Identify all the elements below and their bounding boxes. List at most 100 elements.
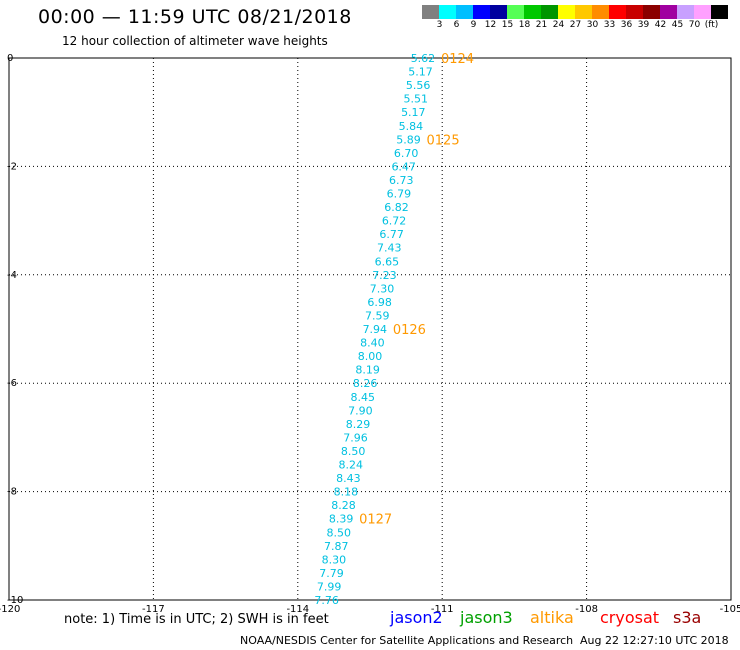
footer-timestamp: Aug 22 12:27:10 UTC 2018 — [580, 634, 729, 647]
legend-jason3: jason3 — [460, 608, 513, 627]
color-swatch — [592, 5, 609, 19]
color-swatch — [541, 5, 558, 19]
legend-cryosat: cryosat — [600, 608, 660, 627]
legend-altika: altika — [530, 608, 574, 627]
color-swatch — [558, 5, 575, 19]
swh-data-label: 8.43 — [336, 472, 361, 485]
legend-s3a: s3a — [673, 608, 702, 627]
color-swatch — [609, 5, 626, 19]
color-scale-label: 6 — [453, 20, 460, 30]
color-swatch — [711, 5, 728, 19]
color-scale-label: 70 — [688, 20, 701, 30]
color-scale-label: 15 — [501, 20, 514, 30]
swh-data-label: 8.50 — [341, 445, 366, 458]
chart-subtitle: 12 hour collection of altimeter wave hei… — [62, 34, 328, 48]
color-scale-label: 18 — [518, 20, 531, 30]
footer-credit: NOAA/NESDIS Center for Satellite Applica… — [240, 634, 574, 647]
color-swatch — [490, 5, 507, 19]
swh-data-label: 7.43 — [377, 242, 402, 255]
color-swatch — [422, 5, 439, 19]
note-text: note: 1) Time is in UTC; 2) SWH is in fe… — [64, 612, 329, 627]
color-swatch — [677, 5, 694, 19]
legend-jason2: jason2 — [390, 608, 443, 627]
color-scale-label: 3 — [436, 20, 443, 30]
swh-data-label: 7.96 — [343, 431, 368, 444]
time-annotation: 0127 — [359, 513, 392, 528]
y-tick-label: -4 — [7, 270, 17, 281]
swh-data-label: 7.76 — [314, 594, 339, 607]
color-scale-label: 39 — [637, 20, 650, 30]
swh-data-label: 7.87 — [324, 540, 349, 553]
swh-data-label: 8.29 — [346, 418, 371, 431]
color-swatch — [626, 5, 643, 19]
swh-data-label: 6.98 — [367, 296, 392, 309]
time-annotation: 0125 — [427, 133, 460, 148]
color-swatch — [643, 5, 660, 19]
color-swatch — [575, 5, 592, 19]
color-scale-label: 27 — [569, 20, 582, 30]
plot-frame — [8, 57, 732, 601]
swh-data-label: 5.17 — [401, 106, 426, 119]
color-scale-label: 42 — [654, 20, 667, 30]
swh-data-label: 5.56 — [406, 79, 431, 92]
swh-data-label: 8.24 — [338, 459, 363, 472]
color-scale-label: (ft) — [704, 20, 719, 30]
swh-data-label: 6.70 — [394, 147, 419, 160]
color-scale-label: 21 — [535, 20, 548, 30]
swh-data-label: 8.45 — [351, 391, 376, 404]
color-scale-label: 30 — [586, 20, 599, 30]
swh-data-label: 7.23 — [372, 269, 397, 282]
chart-title: 00:00 — 11:59 UTC 08/21/2018 — [38, 6, 352, 28]
swh-data-label: 8.39 — [329, 513, 354, 526]
swh-data-label: 5.62 — [411, 52, 436, 65]
color-scale-labels: 3 6 9 12 15 18 21 24 27 30 33 36 39 42 45 70 (ft) — [422, 19, 728, 33]
color-scale-swatches — [422, 5, 728, 19]
y-tick-label: 0 — [7, 53, 13, 64]
swh-data-label: 6.73 — [389, 174, 414, 187]
swh-data-label: 8.00 — [358, 350, 383, 363]
color-scale-label: 33 — [603, 20, 616, 30]
swh-data-label: 6.82 — [384, 201, 409, 214]
swh-data-label: 8.18 — [334, 486, 359, 499]
swh-data-label: 8.28 — [331, 499, 356, 512]
color-scale-label: 45 — [671, 20, 684, 30]
swh-data-label: 6.72 — [382, 215, 407, 228]
color-swatch — [524, 5, 541, 19]
swh-data-label: 6.65 — [375, 255, 400, 268]
swh-data-label: 8.30 — [322, 553, 347, 566]
color-swatch — [456, 5, 473, 19]
swh-data-label: 6.77 — [379, 228, 404, 241]
swh-data-label: 7.59 — [365, 309, 390, 322]
color-swatch — [660, 5, 677, 19]
color-scale-label: 36 — [620, 20, 633, 30]
swh-data-label: 5.84 — [399, 120, 424, 133]
y-tick-label: -8 — [7, 487, 17, 498]
y-tick-label: -10 — [7, 595, 23, 606]
color-swatch — [439, 5, 456, 19]
x-tick-label: -108 — [575, 604, 598, 615]
color-scale-label: 24 — [552, 20, 565, 30]
color-scale-label: 9 — [470, 20, 477, 30]
swh-data-label: 8.19 — [355, 364, 380, 377]
color-swatch — [473, 5, 490, 19]
y-tick-label: -2 — [7, 161, 17, 172]
x-tick-label: -120 — [0, 604, 20, 615]
swh-data-label: 8.26 — [353, 377, 378, 390]
swh-data-label: 6.79 — [387, 188, 412, 201]
swh-data-label: 5.89 — [396, 133, 421, 146]
time-annotation: 0126 — [393, 323, 426, 338]
x-tick-label: -117 — [142, 604, 165, 615]
x-tick-label: -111 — [431, 604, 454, 615]
swh-data-label: 5.17 — [408, 66, 433, 79]
x-tick-label: -105 — [720, 604, 740, 615]
swh-data-label: 5.51 — [403, 93, 428, 106]
swh-data-label: 8.50 — [326, 526, 351, 539]
color-swatch — [507, 5, 524, 19]
color-scale-bar: 3 6 9 12 15 18 21 24 27 30 33 36 39 42 45 70 (ft) — [422, 5, 728, 33]
x-tick-label: -114 — [286, 604, 309, 615]
swh-data-label: 6.47 — [391, 160, 416, 173]
color-swatch — [694, 5, 711, 19]
swh-data-label: 7.90 — [348, 404, 373, 417]
swh-data-label: 7.30 — [370, 282, 395, 295]
